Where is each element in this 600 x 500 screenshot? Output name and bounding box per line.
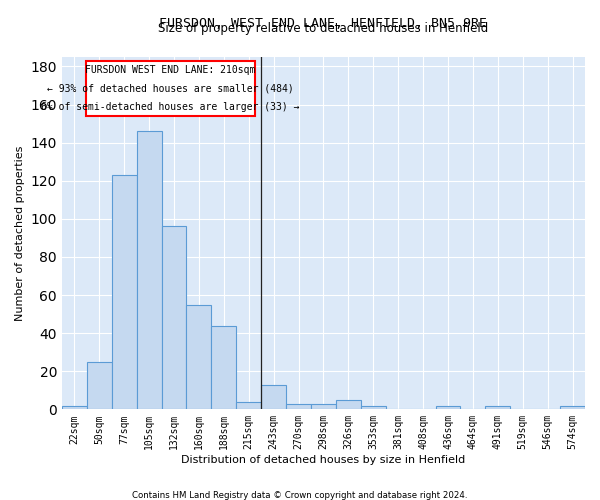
Bar (187, 304, 211, 410)
Bar (485, 406, 510, 409)
Bar (311, 404, 336, 409)
X-axis label: Distribution of detached houses by size in Henfield: Distribution of detached houses by size … (181, 455, 466, 465)
Text: ← 93% of detached houses are smaller (484): ← 93% of detached houses are smaller (48… (47, 84, 293, 94)
Bar (261, 384, 286, 409)
Text: Contains HM Land Registry data © Crown copyright and database right 2024.: Contains HM Land Registry data © Crown c… (132, 490, 468, 500)
Bar (211, 326, 236, 409)
Text: 6% of semi-detached houses are larger (33) →: 6% of semi-detached houses are larger (3… (41, 102, 299, 112)
Bar (560, 406, 585, 409)
Bar (236, 402, 261, 409)
Bar (112, 175, 137, 410)
Bar (87, 362, 112, 410)
Bar (336, 400, 361, 409)
Text: FURSDON WEST END LANE: 210sqm: FURSDON WEST END LANE: 210sqm (85, 65, 256, 75)
Bar (436, 406, 460, 409)
Text: FURSDON, WEST END LANE, HENFIELD, BN5 9RE: FURSDON, WEST END LANE, HENFIELD, BN5 9R… (160, 18, 487, 30)
Bar (62, 406, 87, 409)
Bar (161, 226, 187, 410)
Bar (137, 131, 161, 409)
Y-axis label: Number of detached properties: Number of detached properties (15, 146, 25, 321)
Bar (286, 404, 311, 409)
Title: Size of property relative to detached houses in Henfield: Size of property relative to detached ho… (158, 22, 488, 35)
Bar (86, 60, 255, 116)
Bar (361, 406, 386, 409)
